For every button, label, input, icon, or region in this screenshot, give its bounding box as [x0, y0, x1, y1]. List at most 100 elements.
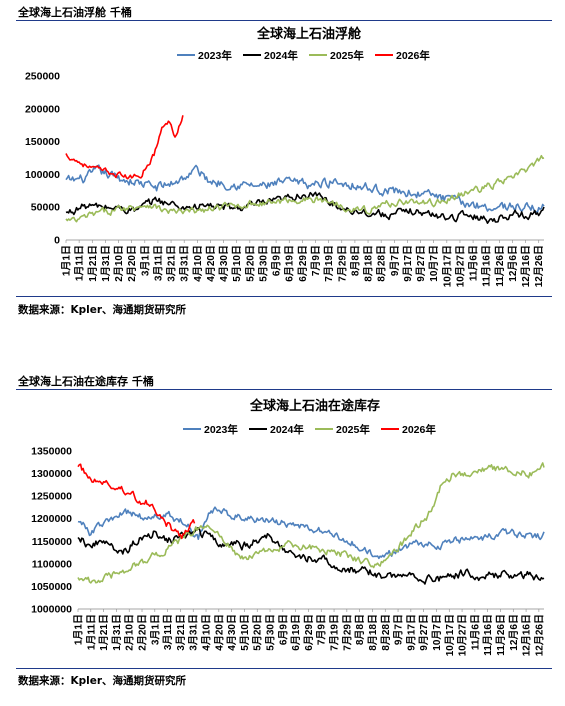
x-tick-label: 10月17日 [441, 245, 453, 287]
x-tick-label: 1月21日 [87, 245, 99, 282]
legend-label: 2024年 [270, 423, 304, 436]
y-tick-label: 1150000 [32, 536, 72, 548]
legend-label: 2026年 [396, 49, 430, 62]
x-tick-label: 11月6日 [468, 245, 480, 281]
series-line-4 [77, 463, 196, 540]
y-tick-label: 100000 [25, 169, 60, 181]
chart-title: 全球海上石油浮舱 [256, 26, 362, 41]
x-tick-label: 6月19日 [290, 614, 302, 651]
x-tick-label: 12月6日 [507, 245, 519, 282]
x-tick-label: 1月1日 [73, 614, 85, 645]
x-tick-label: 4月20日 [213, 614, 225, 651]
x-tick-label: 5月10日 [231, 245, 243, 282]
x-tick-label: 6月9日 [271, 245, 283, 276]
legend-label: 2023年 [204, 423, 238, 436]
legend-label: 2023年 [198, 49, 232, 62]
y-tick-label: 0 [54, 235, 60, 247]
y-tick-label: 250000 [25, 71, 60, 83]
series-line-3 [77, 462, 545, 584]
series-line-2 [77, 527, 545, 585]
x-tick-label: 10月7日 [431, 614, 443, 651]
x-tick-label: 2月20日 [126, 245, 138, 282]
x-tick-label: 3月11日 [152, 245, 164, 281]
x-tick-label: 9月7日 [389, 245, 401, 276]
x-tick-label: 3月21日 [175, 614, 187, 651]
panel-1-top-rule [16, 20, 552, 21]
y-tick-label: 1300000 [31, 468, 72, 480]
x-tick-label: 12月16日 [520, 245, 532, 287]
x-tick-label: 7月19日 [329, 614, 341, 651]
x-tick-label: 5月10日 [239, 614, 251, 651]
x-tick-label: 5月30日 [265, 614, 277, 651]
x-tick-label: 10月27日 [457, 614, 469, 656]
panel-2-header: 全球海上石油在途库存 千桶 [18, 375, 154, 388]
x-tick-label: 9月27日 [415, 245, 427, 282]
floating-storage-chart: 全球海上石油浮舱 2023年 2024年 2025年 2026年 0 50000 100000… [25, 26, 545, 287]
x-tick-label: 7月19日 [323, 245, 335, 282]
x-tick-label: 12月26日 [533, 614, 545, 656]
x-tick-label: 2月10日 [113, 245, 125, 282]
panel-2-top-rule [16, 389, 552, 390]
x-tick-label: 11月26日 [495, 614, 507, 656]
x-tick-label: 8月18日 [363, 245, 375, 282]
x-tick-label: 8月8日 [349, 245, 361, 276]
x-tick-label: 2月10日 [124, 614, 136, 651]
x-tick-label: 4月10日 [192, 245, 204, 282]
x-tick-label: 7月29日 [341, 614, 353, 651]
x-tick-label: 3月31日 [179, 245, 191, 282]
y-tick-label: 1250000 [31, 491, 72, 503]
x-tick-label: 9月17日 [402, 245, 414, 282]
y-tick-label: 1050000 [31, 581, 72, 593]
x-tick-label: 3月1日 [139, 245, 151, 276]
x-tick-label: 12月16日 [521, 614, 533, 656]
legend-label: 2025年 [336, 423, 370, 436]
x-tick-label: 4月30日 [226, 614, 238, 651]
x-tick-label: 9月27日 [418, 614, 430, 651]
x-tick-label: 3月1日 [149, 614, 161, 645]
in-transit-inventory-chart: 全球海上石油在途库存 2023年 2024年 2025年 2026年 1000000 105… [31, 398, 545, 656]
series-line-1 [77, 506, 545, 560]
x-tick-label: 12月26日 [533, 245, 545, 287]
x-tick-label: 6月29日 [303, 614, 315, 651]
x-tick-label: 4月20日 [205, 245, 217, 282]
y-tick-label: 50000 [31, 202, 60, 214]
x-tick-label: 3月11日 [162, 614, 174, 650]
x-tick-label: 12月6日 [508, 614, 520, 651]
panel-1-source: 数据来源：Kpler、海通期货研究所 [18, 304, 187, 316]
x-tick-label: 8月28日 [380, 614, 392, 651]
x-tick-label: 1月1日 [61, 245, 73, 276]
x-tick-label: 10月17日 [444, 614, 456, 656]
x-tick-label: 11月26日 [494, 245, 506, 287]
y-tick-label: 200000 [25, 103, 60, 115]
x-tick-label: 11月16日 [482, 614, 494, 656]
x-tick-label: 1月11日 [74, 245, 86, 281]
y-tick-label: 1100000 [32, 558, 72, 570]
y-tick-label: 1000000 [31, 604, 72, 616]
x-tick-label: 2月20日 [137, 614, 149, 651]
y-tick-label: 150000 [25, 136, 60, 148]
x-tick-label: 1月11日 [85, 614, 97, 650]
legend-label: 2025年 [330, 49, 364, 62]
y-tick-label: 1200000 [31, 513, 72, 525]
x-tick-label: 5月20日 [244, 245, 256, 282]
x-tick-label: 10月27日 [454, 245, 466, 287]
x-tick-label: 3月21日 [166, 245, 178, 282]
x-tick-label: 8月28日 [376, 245, 388, 282]
x-tick-label: 11月16日 [481, 245, 493, 287]
x-tick-label: 8月18日 [367, 614, 379, 651]
x-tick-label: 9月17日 [405, 614, 417, 651]
x-tick-label: 8月8日 [354, 614, 366, 645]
series-line-1 [65, 164, 545, 214]
x-tick-label: 6月19日 [284, 245, 296, 282]
series-line-3 [65, 154, 545, 223]
x-tick-label: 9月7日 [393, 614, 405, 645]
legend-label: 2026年 [402, 423, 436, 436]
x-tick-label: 1月31日 [100, 245, 112, 282]
panel-2-source: 数据来源：Kpler、海通期货研究所 [18, 675, 187, 687]
x-tick-label: 10月7日 [428, 245, 440, 282]
x-tick-label: 11月6日 [469, 614, 481, 650]
x-tick-label: 5月30日 [257, 245, 269, 282]
series-line-4 [65, 115, 184, 180]
x-tick-label: 5月20日 [252, 614, 264, 651]
x-tick-label: 4月10日 [201, 614, 213, 651]
